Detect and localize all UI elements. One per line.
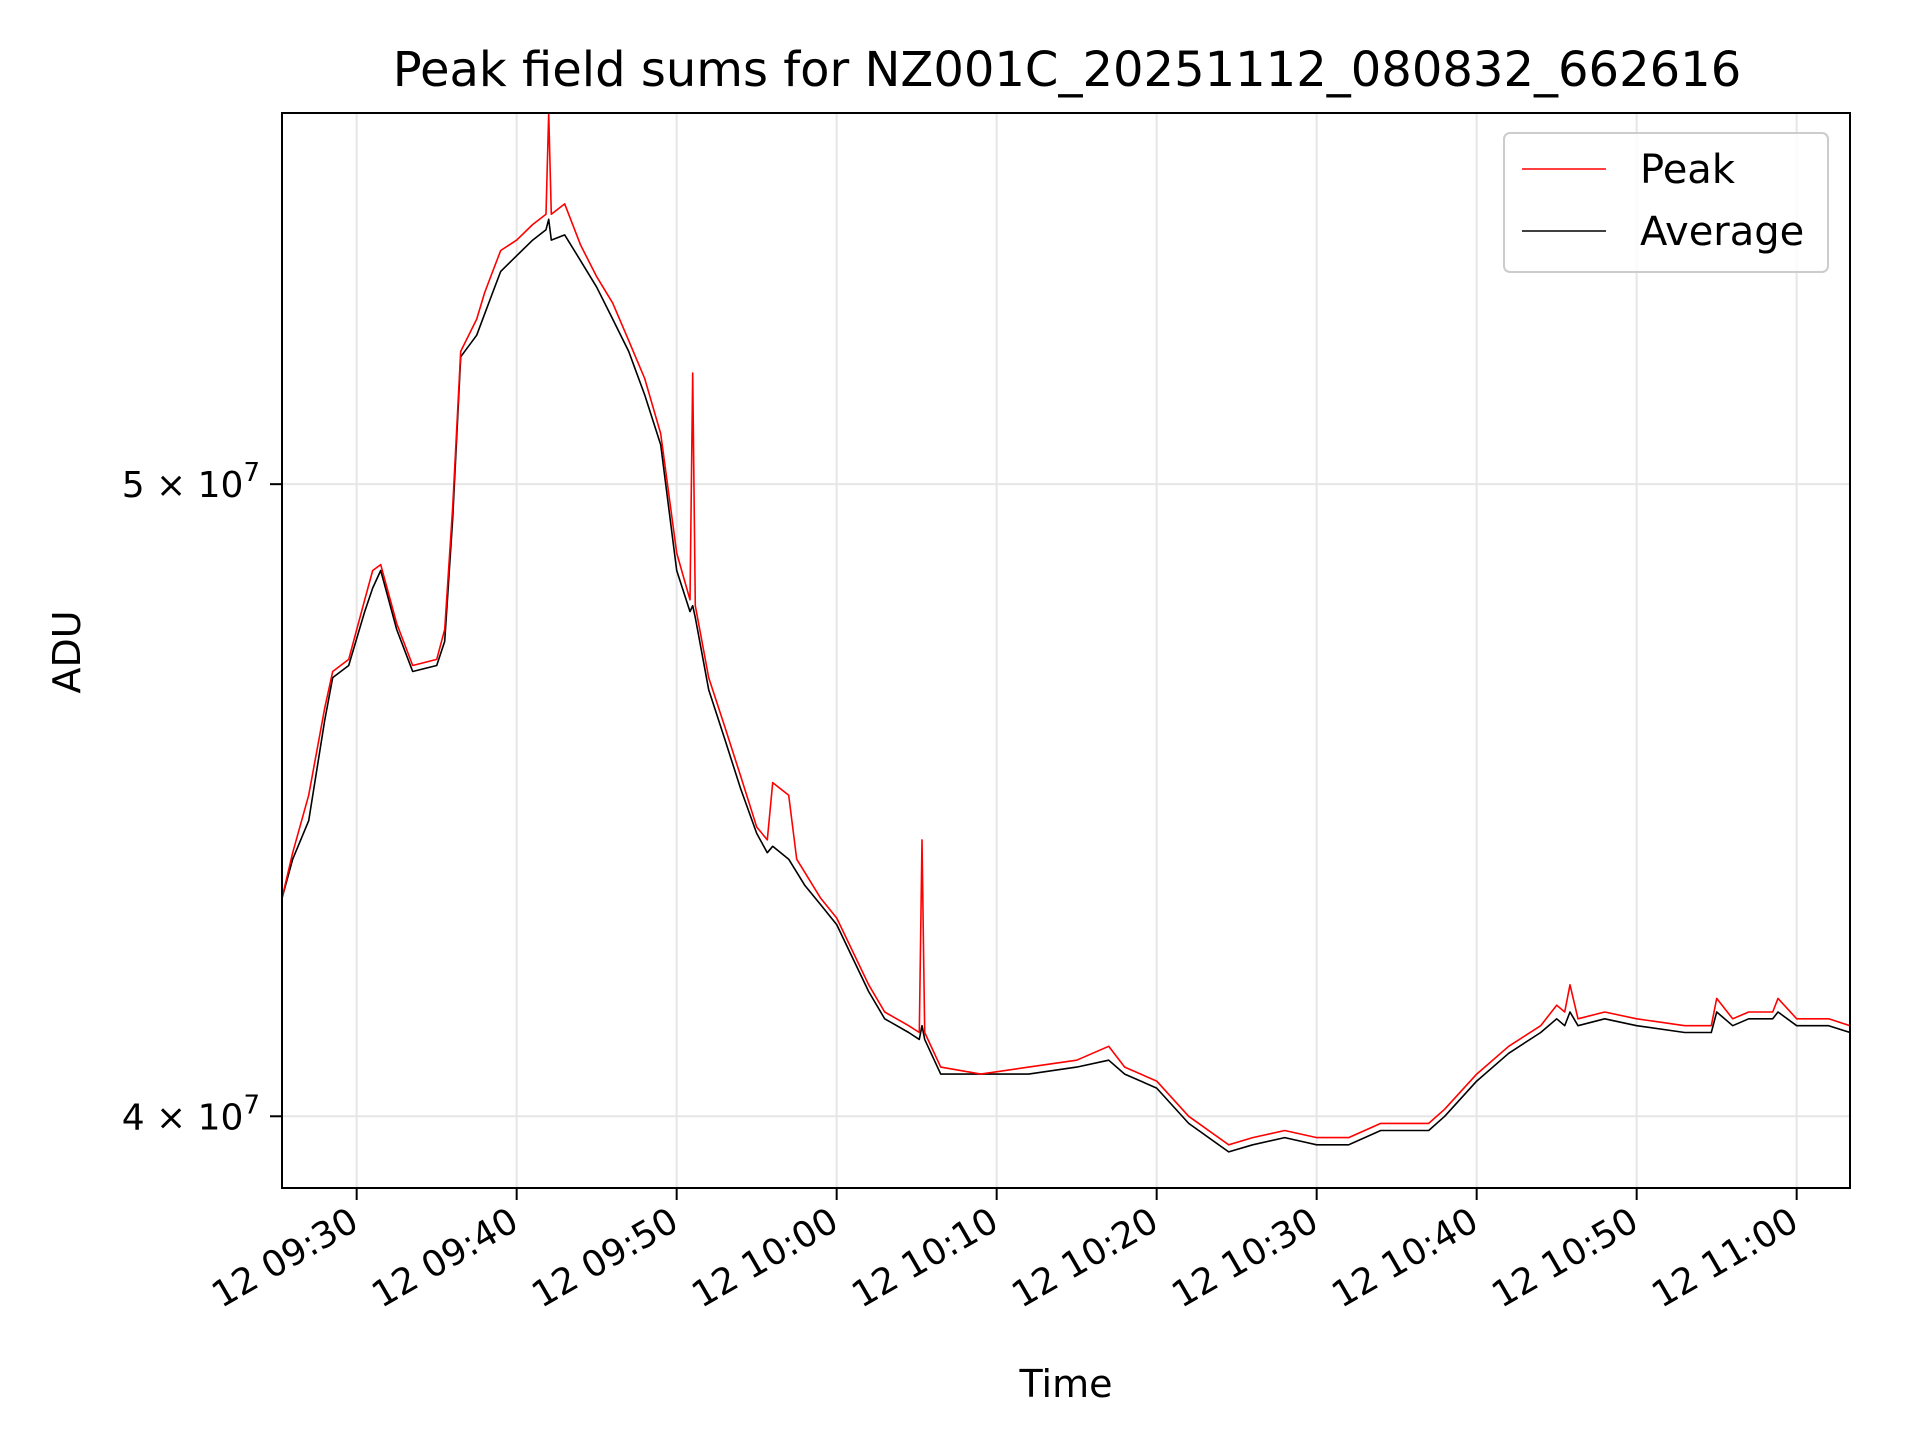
x-axis-label: Time — [1019, 1362, 1113, 1406]
grid — [282, 113, 1850, 1188]
chart-title: Peak field sums for NZ001C_20251112_0808… — [393, 42, 1741, 98]
y-axis-label: ADU — [45, 610, 89, 693]
legend-average-label: Average — [1640, 209, 1804, 255]
series-layer — [282, 113, 1850, 1153]
y-tick-label: 4 × 107 — [122, 1090, 260, 1138]
series-line-peak — [282, 113, 1850, 1146]
plot-frame — [281, 112, 1851, 1189]
legend: Peak Average — [1503, 132, 1829, 273]
legend-box — [1503, 132, 1829, 273]
series-line-average — [282, 218, 1850, 1153]
y-axis: 4 × 107 5 × 107 — [122, 458, 282, 1138]
legend-peak-label: Peak — [1640, 147, 1736, 193]
y-tick-label: 5 × 107 — [122, 458, 260, 506]
